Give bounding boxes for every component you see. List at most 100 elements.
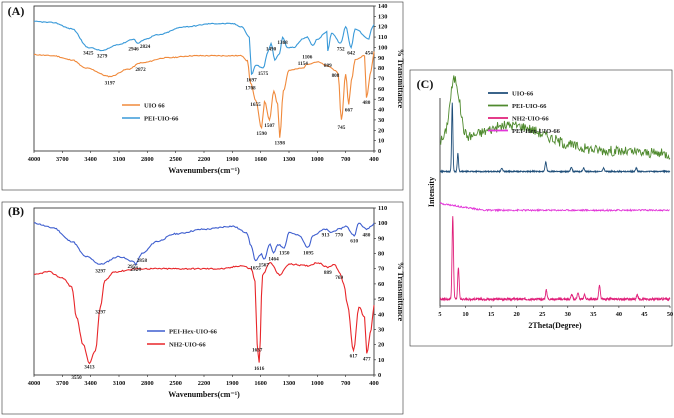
y-tick-label: 50 [378,96,384,103]
series-line-uio-66 [33,51,375,138]
x-tick-label: 35 [590,311,596,318]
y-tick-label: 0 [378,148,381,155]
peak-label: 1154 [298,61,308,67]
x-axis-label: 2Theta(Degree) [528,321,582,330]
peak-label: 2955 [128,264,139,270]
x-tick-label: 700 [341,380,350,387]
y-axis-label: % Transmittance [396,262,405,322]
legend-entry: UIO-66 [512,90,534,97]
x-tick-label: 400 [369,156,378,163]
legend-entry: NH2-UIO-66 [512,115,549,122]
y-tick-label: 60 [378,86,384,93]
peak-label: 617 [350,354,358,360]
series-line-pei-hex-uio-66 [33,222,375,266]
x-tick-label: 2800 [141,380,154,387]
peak-label: 480 [363,100,371,106]
y-tick-label: 100 [378,44,387,51]
x-tick-label: 4000 [28,156,41,163]
peak-label: 1655 [250,102,261,108]
peak-label: 2824 [140,44,151,50]
peak-label: 454 [365,50,373,56]
peak-label: 610 [350,238,358,244]
peak-label: 3197 [105,80,116,86]
y-tick-label: 40 [378,311,384,318]
peak-label: 1490 [266,46,277,52]
series-line-pei-uio-66 [33,20,375,76]
panel-c-group: (C) 5 10 15 20 25 30 35 40 45 50 2Theta(Degree) Inte… [409,69,673,347]
x-tick-label: 25 [539,311,545,318]
peak-label: 770 [335,232,343,238]
x-axis-label: Wavenumbers(cm⁻¹) [168,390,240,399]
x-tick-label: 2800 [141,156,154,163]
peak-label: 1708 [245,86,256,92]
x-tick-label: 3700 [56,380,69,387]
x-tick-label: 1000 [311,156,324,163]
peak-label: 642 [347,50,355,56]
peak-label: 1507 [264,123,275,129]
peak-label: 889 [324,63,332,69]
x-tick-label: 5 [438,311,441,318]
peak-label: 480 [363,232,371,238]
peak-label: 1464 [268,257,279,263]
series-line-nh2-uio-66 [439,216,671,302]
x-tick-label: 1600 [254,380,267,387]
y-tick-label: 120 [378,24,387,31]
x-tick-label: 1900 [226,156,239,163]
panel-outer-frame [1,201,404,415]
series-line-nh2-uio-66 [33,261,375,365]
peak-label: 913 [322,232,330,238]
peak-label: 477 [363,357,371,363]
y-tick-label: 110 [378,34,387,41]
peak-label: 3279 [97,54,108,60]
x-tick-label: 2200 [198,156,211,163]
y-tick-label: 80 [378,251,384,258]
y-tick-label: 80 [378,65,384,72]
y-tick-label: 70 [378,266,384,273]
y-tick-label: 90 [378,55,384,62]
x-tick-label: 3400 [84,156,97,163]
y-tick-label: 110 [378,205,387,212]
peak-label: 1567 [259,263,270,269]
panel-b-group: (B) 4000 3700 3400 3100 2800 2500 2200 1900 1600 1… [1,201,405,415]
y-tick-label: 0 [378,372,381,379]
series-line-uio-66 [439,102,671,174]
peak-label: 1106 [302,55,312,61]
panel-outer-frame [409,69,673,347]
x-tick-label: 2500 [169,156,182,163]
peak-label: 3297 [95,310,106,316]
y-tick-label: 70 [378,76,384,83]
y-tick-label: 100 [378,220,387,227]
x-tick-label: 700 [341,156,350,163]
x-tick-label: 400 [369,380,378,387]
x-tick-label: 1300 [283,380,296,387]
peak-label: 3413 [84,364,95,370]
y-tick-label: 60 [378,281,384,288]
x-tick-label: 1600 [254,156,267,163]
peak-label: 2872 [135,67,146,73]
y-tick-label: 10 [378,138,384,145]
peak-label: 745 [338,125,346,131]
y-tick-label: 140 [378,3,387,10]
panel-label: (A) [8,4,25,18]
plot-area [33,5,375,152]
peak-label: 769 [335,275,343,281]
y-axis-label: % Transmittance [396,49,405,109]
y-tick-label: 90 [378,235,384,242]
panel-a-group: (A) 4000 3700 3400 3100 2800 2500 2200 1900 1600 1… [1,1,405,191]
x-tick-label: 40 [616,311,622,318]
y-tick-label: 40 [378,107,384,114]
x-tick-label: 45 [641,311,647,318]
x-tick-label: 15 [488,311,494,318]
x-tick-label: 1000 [311,380,324,387]
y-tick-label: 30 [378,326,384,333]
legend-entry: PEI-Hex-UIO-66 [169,328,218,335]
legend-entry: PEI-UIO-66 [512,103,547,110]
legend-entry: PEI-UIO-66 [144,115,179,122]
peak-label: 1095 [303,250,314,256]
peak-label: 808 [332,73,340,79]
peak-label: 752 [337,46,345,52]
peak-label: 1637 [252,348,263,354]
x-tick-label: 3100 [113,156,126,163]
x-tick-label: 20 [514,311,520,318]
y-tick-label: 130 [378,13,387,20]
